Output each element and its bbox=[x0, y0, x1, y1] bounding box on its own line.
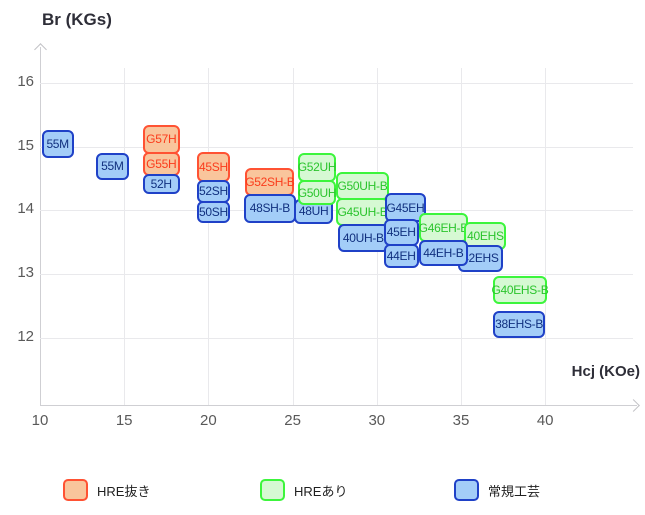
x-tick-label: 35 bbox=[452, 412, 470, 429]
grade-box-g50uh-b: G50UH-B bbox=[336, 172, 389, 201]
grade-box-45eh: 45EH bbox=[383, 218, 419, 247]
gridline-horizontal bbox=[40, 337, 633, 339]
grade-box-52sh: 52SH bbox=[196, 179, 231, 203]
gridline-horizontal bbox=[40, 274, 633, 276]
y-tick-label: 15 bbox=[17, 136, 34, 154]
x-tick-label: 20 bbox=[200, 412, 217, 429]
x-axis-line bbox=[40, 405, 637, 406]
x-tick-label: 25 bbox=[284, 412, 301, 429]
gridline-vertical bbox=[208, 68, 210, 405]
x-tick-label: 30 bbox=[368, 412, 386, 429]
legend-item-hre-removed[interactable]: HRE抜き bbox=[63, 479, 150, 501]
grade-box-52h: 52H bbox=[142, 174, 180, 194]
grade-box-g55h: G55H bbox=[142, 151, 180, 176]
legend-swatch-hre-added-icon bbox=[260, 479, 285, 501]
legend-label-hre-added: HREあり bbox=[294, 483, 348, 499]
gridline-horizontal bbox=[40, 146, 633, 148]
x-axis-title: Hcj (KOe) bbox=[571, 363, 640, 380]
y-tick-label: 12 bbox=[17, 327, 34, 345]
grade-box-g52uh: G52UH bbox=[297, 153, 337, 182]
gridline-vertical bbox=[292, 68, 294, 405]
grade-box-44eh: 44EH bbox=[383, 244, 419, 268]
y-tick-label: 16 bbox=[17, 73, 34, 90]
gridline-vertical bbox=[124, 68, 126, 405]
legend-label-conventional: 常規工芸 bbox=[488, 483, 541, 499]
y-axis-line bbox=[40, 47, 41, 405]
legend-label-hre-removed: HRE抜き bbox=[97, 483, 151, 499]
grade-box-48sh-b: 48SH-B bbox=[243, 193, 296, 224]
grade-box-40uh-b: 40UH-B bbox=[338, 223, 389, 252]
x-tick-label: 10 bbox=[31, 412, 49, 429]
x-tick-label: 40 bbox=[536, 412, 554, 429]
grade-box-g57h: G57H bbox=[142, 125, 180, 154]
grade-box-g46eh-b: G46EH-B bbox=[419, 212, 468, 243]
grade-box-45sh: 45SH bbox=[196, 151, 231, 182]
legend-swatch-hre-removed-icon bbox=[63, 479, 88, 501]
grade-box-44eh-b: 44EH-B bbox=[418, 240, 468, 266]
grade-box-55m: 55M bbox=[41, 130, 74, 159]
legend: HRE抜き HREあり 常規工芸 bbox=[0, 479, 645, 507]
grade-box-g50uh: G50UH bbox=[297, 179, 337, 206]
y-axis-title: Br (KGs) bbox=[42, 10, 112, 29]
legend-swatch-conventional-icon bbox=[454, 479, 479, 501]
grade-box-g52sh-b: G52SH-B bbox=[245, 167, 295, 196]
gridline-horizontal bbox=[40, 83, 633, 84]
grade-box-50sh: 50SH bbox=[196, 200, 231, 224]
grade-box-55m: 55M bbox=[95, 153, 130, 180]
x-tick-label: 15 bbox=[115, 412, 133, 429]
y-tick-label: 13 bbox=[17, 264, 34, 282]
legend-item-hre-added[interactable]: HREあり bbox=[260, 479, 347, 501]
legend-item-conventional[interactable]: 常規工芸 bbox=[454, 479, 540, 501]
grade-box-38ehs-b: 38EHS-B bbox=[492, 311, 546, 338]
y-tick-label: 14 bbox=[17, 200, 34, 218]
grade-box-g45uh-b: G45UH-B bbox=[336, 198, 389, 227]
grade-box-g40ehs-b: G40EHS-B bbox=[491, 276, 549, 305]
gridline-vertical bbox=[545, 68, 547, 405]
